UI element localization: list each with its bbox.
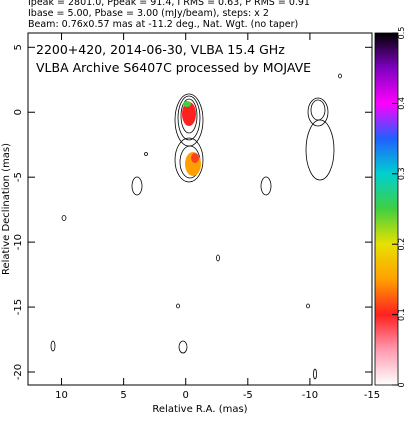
colorbar-tick-label: 0.4	[397, 97, 406, 110]
y-tick-label: -5	[13, 172, 24, 182]
polarization-contours	[260, 73, 342, 380]
y-tick-label: 0	[13, 109, 24, 115]
polarization-blobs	[182, 101, 201, 176]
x-tick-label: 5	[120, 390, 126, 401]
x-tick-label: -15	[364, 390, 380, 401]
colorbar-tick-label: 0.3	[397, 167, 406, 180]
y-tick-label: -10	[13, 234, 24, 250]
plot-frame	[27, 32, 373, 386]
plot-label: VLBA Archive S6407C processed by MOJAVE	[36, 60, 311, 75]
y-axis-label: Relative Declination (mas)	[1, 143, 12, 275]
x-tick-label: 10	[55, 390, 68, 401]
colorbar-tick-label: 0.2	[397, 238, 406, 251]
y-tick-label: 5	[13, 44, 24, 50]
x-tick-label: 0	[183, 390, 189, 401]
plot-label: 2200+420, 2014-06-30, VLBA 15.4 GHz	[36, 42, 285, 57]
y-tick-label: -20	[13, 364, 24, 380]
colorbar-tick-label: 0.5	[397, 27, 406, 40]
x-tick-label: -10	[302, 390, 318, 401]
header-line: Ipeak = 2801.0, Ppeak = 91.4, I RMS = 0.…	[28, 0, 310, 8]
x-axis-label: Relative R.A. (mas)	[152, 404, 247, 415]
colorbar-tick-label: 0	[397, 382, 406, 387]
x-tick-label: -5	[243, 390, 253, 401]
total-intensity-contours	[50, 93, 220, 354]
header-line: Beam: 0.76x0.57 mas at -11.2 deg., Nat. …	[28, 19, 298, 30]
y-tick-label: -15	[13, 299, 24, 315]
header-line: Ibase = 5.00, Pbase = 3.00 (mJy/beam), s…	[28, 8, 269, 19]
colorbar	[374, 32, 399, 386]
colorbar-tick-label: 0.1	[397, 308, 406, 321]
